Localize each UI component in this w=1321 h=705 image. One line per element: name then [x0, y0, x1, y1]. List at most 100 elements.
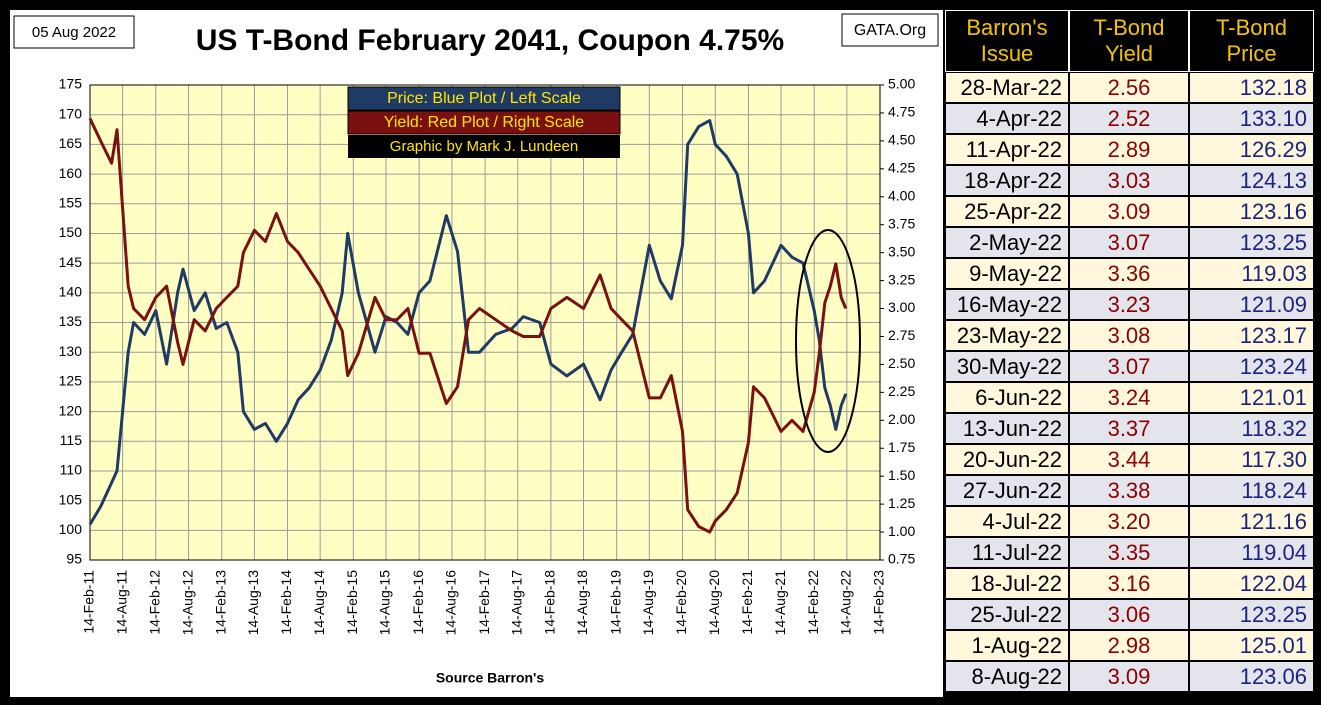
- y2-tick-label: 2.00: [888, 411, 915, 427]
- y-tick-label: 100: [59, 521, 83, 537]
- grid: 95 100 105 110 115 120 125 130 135 140 145 150 155 16…: [59, 76, 916, 636]
- credit-box: [348, 135, 620, 158]
- table-cell: 3.16: [1069, 568, 1189, 599]
- y2-tick-label: 4.75: [888, 104, 915, 120]
- x-tick-label: 14-Aug-22: [838, 570, 854, 636]
- x-tick-label: 14-Feb-13: [212, 570, 228, 635]
- x-tick-label: 14-Feb-14: [278, 570, 294, 635]
- x-tick-label: 14-Feb-22: [805, 570, 821, 635]
- legend-box-price: [347, 86, 621, 111]
- y2-tick-label: 3.00: [888, 299, 915, 315]
- legend-price: Price: Blue Plot / Left Scale: [387, 90, 581, 107]
- table-cell: 2.98: [1069, 630, 1189, 661]
- table-cell: 1-Aug-22: [945, 630, 1069, 661]
- table: Barron's Issue T-Bond Yield T-Bond Price 28…: [945, 10, 1314, 692]
- table-cell: 4-Apr-22: [945, 103, 1069, 134]
- plot-border: [89, 84, 881, 561]
- y-tick-label: 140: [59, 284, 83, 300]
- y-tick-label: 105: [59, 491, 83, 507]
- table-cell: 30-May-22: [945, 351, 1069, 382]
- credit: Graphic by Mark J. Lundeen: [390, 138, 578, 155]
- table-cell: 132.18: [1189, 72, 1314, 103]
- y2-tick-label: 3.75: [888, 215, 915, 231]
- series-line: [88, 117, 848, 534]
- source-box: [841, 13, 939, 47]
- x-tick-label: 14-Aug-20: [706, 570, 722, 636]
- table-cell: 11-Apr-22: [945, 134, 1069, 165]
- y2-tick-label: 1.75: [888, 439, 915, 455]
- y2-tick-label: 2.25: [888, 383, 915, 399]
- y-tick-label: 110: [60, 462, 83, 478]
- chart-title: US T-Bond February 2041, Coupon 4.75%: [196, 24, 784, 57]
- y-tick-label: 115: [60, 432, 83, 448]
- table-cell: 3.24: [1069, 382, 1189, 413]
- y-tick-label: 165: [59, 135, 83, 151]
- y2-tick-label: 1.50: [888, 467, 915, 483]
- table-cell: 133.10: [1189, 103, 1314, 134]
- table-cell: 121.16: [1189, 506, 1314, 537]
- y-tick-label: 170: [59, 105, 83, 121]
- x-tick-label: 14-Feb-21: [739, 570, 755, 635]
- table-cell: Barron's Issue: [945, 10, 1069, 72]
- table-cell: 125.01: [1189, 630, 1314, 661]
- table-cell: 123.25: [1189, 599, 1314, 630]
- x-tick-label: 14-Feb-17: [476, 570, 492, 635]
- x-tick-label: 14-Aug-13: [245, 570, 261, 636]
- table-cell: 3.03: [1069, 165, 1189, 196]
- x-tick-label: 14-Feb-18: [542, 570, 558, 635]
- table-cell: 18-Apr-22: [945, 165, 1069, 196]
- y-tick-label: 175: [59, 76, 83, 92]
- highlight-ellipse: [795, 229, 861, 453]
- table-cell: 16-May-22: [945, 289, 1069, 320]
- legend-box-yield: [347, 110, 621, 135]
- y-tick-label: 135: [59, 313, 83, 329]
- table-cell: 126.29: [1189, 134, 1314, 165]
- table-cell: 122.04: [1189, 568, 1314, 599]
- legend-yield: Yield: Red Plot / Right Scale: [384, 114, 585, 131]
- x-tick-label: 14-Aug-14: [311, 570, 327, 636]
- lines: [88, 117, 848, 534]
- source-note: GATA.Org: [854, 22, 926, 39]
- x-tick-label: 14-Feb-15: [344, 570, 360, 635]
- y2-tick-label: 2.50: [888, 355, 915, 371]
- y-tick-label: 160: [59, 165, 83, 181]
- table-cell: 13-Jun-22: [945, 413, 1069, 444]
- table-cell: 3.35: [1069, 537, 1189, 568]
- table-cell: 119.03: [1189, 258, 1314, 289]
- y-tick-label: 150: [59, 224, 83, 240]
- table-cell: 18-Jul-22: [945, 568, 1069, 599]
- table-cell: 27-Jun-22: [945, 475, 1069, 506]
- y-tick-label: 95: [66, 551, 82, 567]
- table-cell: 124.13: [1189, 165, 1314, 196]
- table-cell: T-Bond Price: [1189, 10, 1314, 72]
- x-axis-label: Source Barron's: [436, 670, 545, 686]
- table-cell: 123.16: [1189, 196, 1314, 227]
- chart: 05 Aug 2022 GATA.Org US T-Bond February …: [10, 10, 943, 697]
- table-cell: 3.09: [1069, 661, 1189, 692]
- table-cell: 25-Jul-22: [945, 599, 1069, 630]
- y2-tick-label: 3.50: [888, 243, 915, 259]
- x-tick-label: 14-Feb-20: [673, 570, 689, 635]
- x-tick-label: 14-Feb-19: [607, 570, 623, 635]
- x-tick-label: 14-Aug-21: [772, 570, 788, 636]
- y-tick-label: 120: [59, 402, 83, 418]
- table-cell: 8-Aug-22: [945, 661, 1069, 692]
- table-cell: 3.23: [1069, 289, 1189, 320]
- table-cell: 3.20: [1069, 506, 1189, 537]
- date-note: 05 Aug 2022: [32, 24, 116, 41]
- y2-tick-label: 3.25: [888, 271, 915, 287]
- table-cell: 3.07: [1069, 351, 1189, 382]
- y-tick-label: 125: [59, 373, 83, 389]
- x-tick-label: 14-Aug-17: [508, 570, 524, 636]
- table-cell: 3.07: [1069, 227, 1189, 258]
- y2-tick-label: 2.75: [888, 327, 915, 343]
- x-tick-label: 14-Feb-12: [146, 570, 162, 635]
- table-cell: 121.09: [1189, 289, 1314, 320]
- table-cell: 3.09: [1069, 196, 1189, 227]
- table-cell: 28-Mar-22: [945, 72, 1069, 103]
- x-tick-label: 14-Feb-11: [81, 570, 97, 634]
- y2-tick-label: 4.00: [888, 187, 915, 203]
- x-tick-label: 14-Aug-16: [443, 570, 459, 636]
- table-cell: 2.56: [1069, 72, 1189, 103]
- table-cell: 9-May-22: [945, 258, 1069, 289]
